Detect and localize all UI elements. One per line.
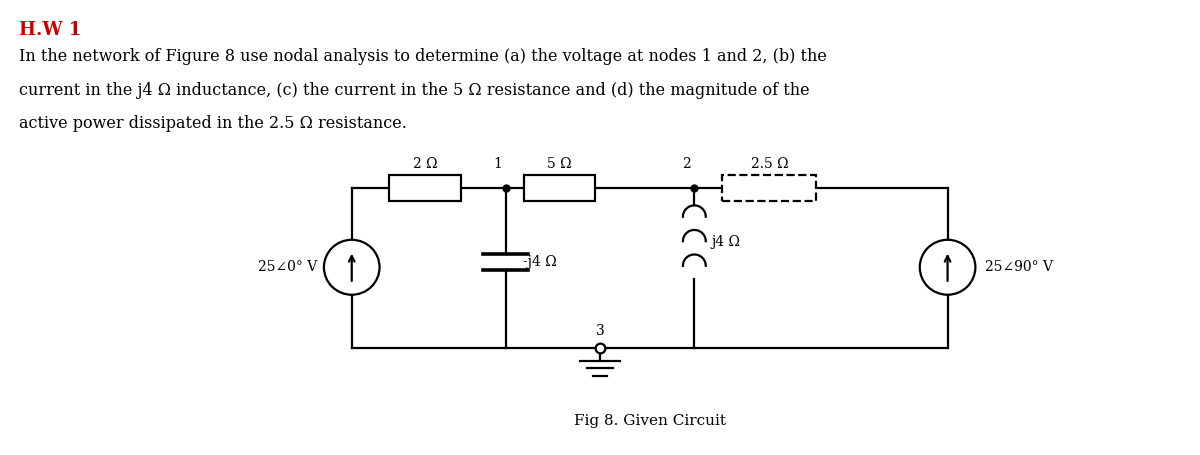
Text: 1: 1	[493, 157, 502, 171]
Bar	[390, 175, 461, 201]
Text: current in the j4 Ω inductance, (c) the current in the 5 Ω resistance and (d) th: current in the j4 Ω inductance, (c) the …	[19, 82, 810, 99]
Text: 5 Ω: 5 Ω	[547, 157, 571, 171]
Bar	[523, 175, 595, 201]
Text: -j4 Ω: -j4 Ω	[522, 255, 557, 269]
Text: 2.5 Ω: 2.5 Ω	[750, 157, 788, 171]
Circle shape	[919, 240, 976, 295]
Text: active power dissipated in the 2.5 Ω resistance.: active power dissipated in the 2.5 Ω res…	[19, 115, 407, 132]
Text: 25∠0° V: 25∠0° V	[258, 260, 317, 274]
Text: H.W 1: H.W 1	[19, 21, 82, 39]
Text: 3: 3	[595, 324, 605, 338]
Text: j4 Ω: j4 Ω	[712, 235, 740, 249]
Text: Fig 8. Given Circuit: Fig 8. Given Circuit	[574, 415, 726, 429]
Bar	[722, 175, 816, 201]
Text: 2: 2	[682, 157, 691, 171]
Circle shape	[324, 240, 379, 295]
Text: In the network of Figure 8 use nodal analysis to determine (a) the voltage at no: In the network of Figure 8 use nodal ana…	[19, 48, 827, 66]
Text: 2 Ω: 2 Ω	[413, 157, 438, 171]
Text: 25∠90° V: 25∠90° V	[985, 260, 1054, 274]
